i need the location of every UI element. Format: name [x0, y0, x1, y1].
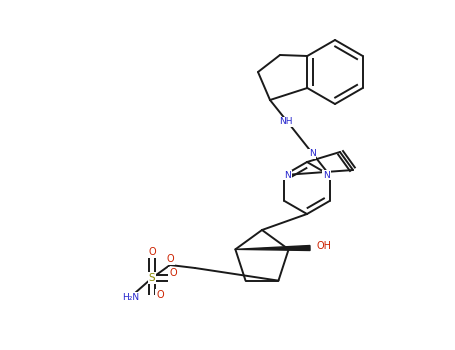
Text: OH: OH [317, 241, 332, 251]
Text: N: N [323, 170, 330, 180]
Text: NH: NH [279, 118, 293, 126]
Text: S: S [149, 273, 155, 283]
Text: N: N [284, 170, 291, 180]
Text: O: O [166, 254, 174, 264]
Text: O: O [148, 247, 156, 257]
Polygon shape [235, 245, 310, 251]
Text: H₂N: H₂N [122, 293, 140, 301]
Text: O: O [169, 268, 177, 278]
Text: O: O [156, 290, 164, 300]
Text: N: N [308, 149, 315, 159]
